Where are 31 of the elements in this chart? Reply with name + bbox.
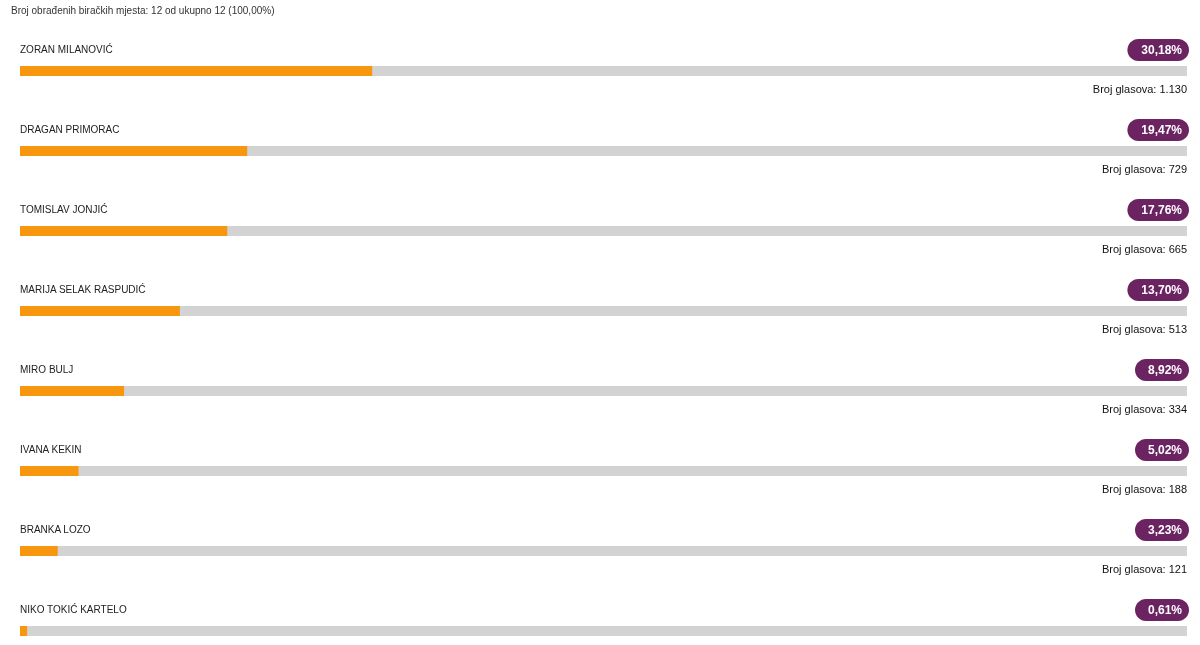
data-label: 3,23% [1147, 523, 1183, 537]
data-label: 8,92% [1147, 363, 1183, 377]
bar [20, 146, 248, 156]
annotation: Broj glasova: 513 [1102, 323, 1187, 335]
y-tick-label: NIKO TOKIĆ KARTELO [20, 603, 127, 615]
data-label: 17,76% [1141, 203, 1183, 217]
data-label: 30,18% [1141, 43, 1183, 57]
bar [20, 466, 79, 476]
data-label: 13,70% [1141, 283, 1183, 297]
data-label: 0,61% [1147, 603, 1183, 617]
annotation: Broj glasova: 665 [1102, 243, 1187, 255]
annotation: Broj glasova: 188 [1102, 483, 1187, 495]
y-tick-label: MARIJA SELAK RASPUDIĆ [20, 283, 146, 295]
annotation: Broj glasova: 334 [1102, 403, 1187, 415]
bar [20, 546, 58, 556]
y-tick-label: TOMISLAV JONJIĆ [20, 203, 108, 215]
annotation: Broj glasova: 1.130 [1092, 83, 1187, 95]
annotation: Broj glasova: 121 [1102, 563, 1187, 575]
bar [20, 386, 125, 396]
y-tick-label: MIRO BULJ [20, 364, 74, 375]
y-tick-label: BRANKA LOZO [20, 524, 91, 535]
bar [20, 626, 28, 636]
data-label: 19,47% [1141, 123, 1183, 137]
y-tick-label: DRAGAN PRIMORAC [20, 124, 120, 135]
data-label: 5,02% [1147, 443, 1183, 457]
annotation: Broj glasova: 729 [1102, 163, 1187, 175]
y-tick-label: ZORAN MILANOVIĆ [20, 43, 113, 55]
bar [20, 226, 228, 236]
y-tick-label: IVANA KEKIN [20, 444, 82, 455]
bar [20, 306, 180, 316]
chart-subtitle: Broj obrađenih biračkih mjesta: 12 od ukupno 12 (100,00%) [11, 5, 275, 16]
